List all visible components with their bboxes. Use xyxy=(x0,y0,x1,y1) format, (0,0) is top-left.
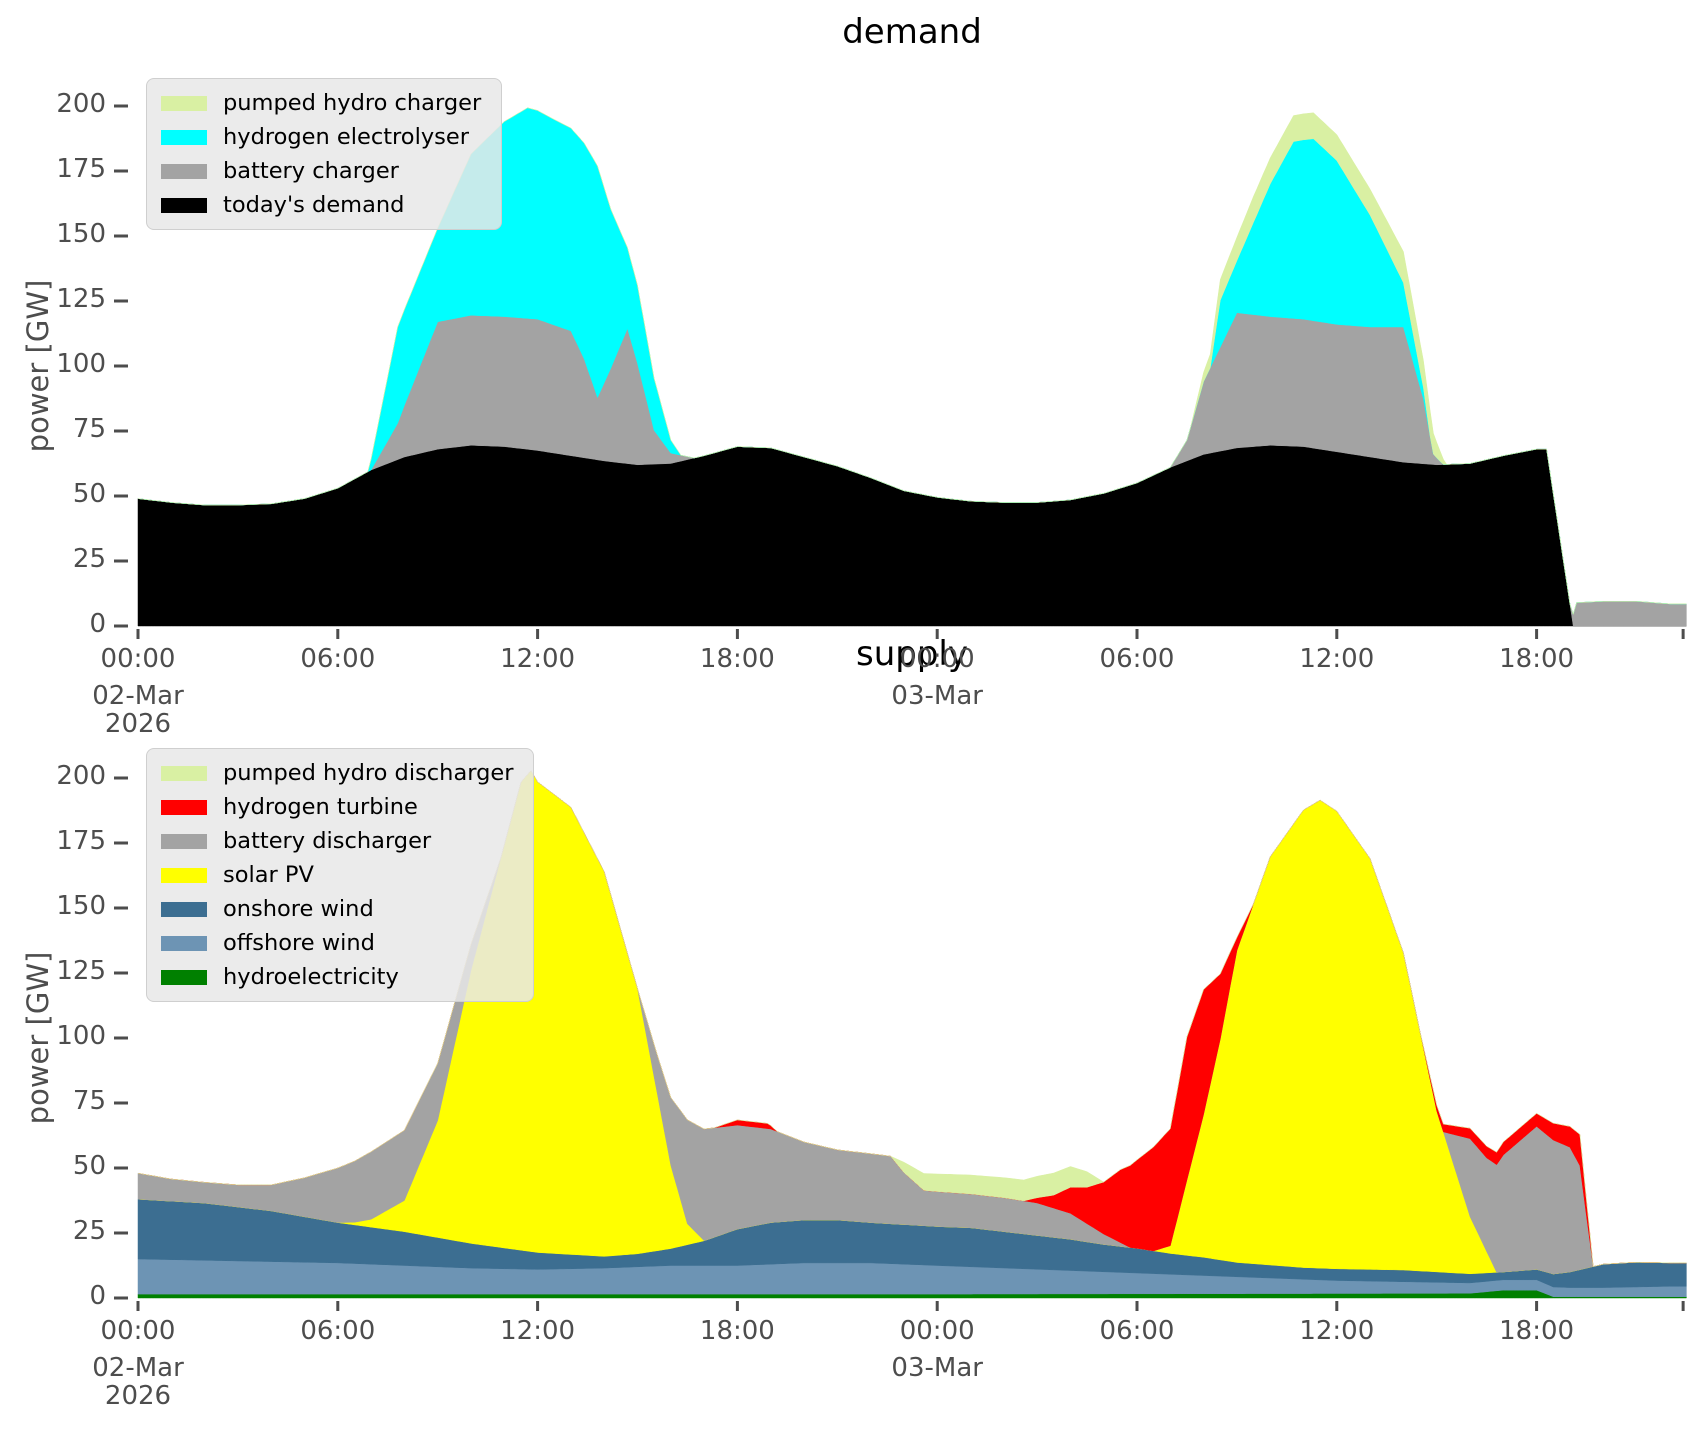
area-pumped-hydro-charger xyxy=(137,107,1687,616)
y-tick-label: 75 xyxy=(72,414,106,444)
legend-item: solar PV xyxy=(161,863,513,887)
pumped-hydro-discharger-swatch xyxy=(161,765,207,781)
legend-label: hydroelectricity xyxy=(223,964,399,990)
x-tick-date: 03-Mar xyxy=(891,681,983,711)
offshore-wind-swatch xyxy=(161,935,207,951)
x-tick-label: 12:00 xyxy=(500,644,576,674)
legend-label: battery discharger xyxy=(223,828,432,854)
y-tick-label: 125 xyxy=(56,956,106,986)
y-tick-label: 50 xyxy=(72,1151,106,1181)
y-tick-label: 175 xyxy=(56,826,106,856)
legend-item: onshore wind xyxy=(161,897,513,921)
battery-charger-swatch xyxy=(161,163,207,179)
y-tick-label: 25 xyxy=(72,1216,106,1246)
x-tick-label: 12:00 xyxy=(500,1316,576,1346)
x-tick-label: 00:00 xyxy=(100,644,176,674)
legend-label: offshore wind xyxy=(223,930,375,956)
legend-item: hydrogen electrolyser xyxy=(161,125,481,149)
legend-demand: pumped hydro charger hydrogen electrolyse… xyxy=(146,78,503,230)
legend-supply: pumped hydro discharger hydrogen turbine b… xyxy=(146,748,535,1002)
y-tick-label: 150 xyxy=(56,891,106,921)
x-tick-label: 06:00 xyxy=(300,1316,376,1346)
y-tick-label: 0 xyxy=(89,1281,106,1311)
legend-item: battery discharger xyxy=(161,829,513,853)
y-tick-label: 0 xyxy=(89,609,106,639)
legend-label: solar PV xyxy=(223,862,314,888)
onshore-wind-swatch xyxy=(161,901,207,917)
x-tick-date: 02-Mar xyxy=(92,1353,184,1383)
y-tick-label: 175 xyxy=(56,154,106,184)
x-tick-label: 18:00 xyxy=(699,644,775,674)
x-tick-date: 03-Mar xyxy=(891,1353,983,1383)
area-pumped-hydro-discharger xyxy=(137,770,1687,1267)
x-tick-label: 00:00 xyxy=(899,644,975,674)
x-tick-label: 00:00 xyxy=(899,1316,975,1346)
today-s-demand-swatch xyxy=(161,197,207,213)
battery-discharger-swatch xyxy=(161,833,207,849)
y-tick-label: 200 xyxy=(56,761,106,791)
x-tick-label: 06:00 xyxy=(1099,1316,1175,1346)
legend-item: offshore wind xyxy=(161,931,513,955)
y-tick-label: 100 xyxy=(56,1021,106,1051)
pumped-hydro-charger-swatch xyxy=(161,95,207,111)
x-tick-label: 12:00 xyxy=(1299,1316,1375,1346)
x-tick-year: 2026 xyxy=(104,1381,172,1411)
legend-item: pumped hydro charger xyxy=(161,91,481,115)
y-tick-label: 25 xyxy=(72,544,106,574)
legend-item: today's demand xyxy=(161,193,481,217)
y-tick-label: 100 xyxy=(56,349,106,379)
y-tick-label: 125 xyxy=(56,284,106,314)
x-tick-label: 06:00 xyxy=(300,644,376,674)
area-today-s-demand xyxy=(137,445,1687,627)
legend-item: hydroelectricity xyxy=(161,965,513,989)
y-tick-label: 50 xyxy=(72,479,106,509)
x-tick-label: 18:00 xyxy=(699,1316,775,1346)
y-tick-label: 200 xyxy=(56,89,106,119)
legend-label: pumped hydro charger xyxy=(223,90,482,116)
x-tick-label: 18:00 xyxy=(1499,1316,1575,1346)
chart-title-supply: supply xyxy=(856,634,968,674)
legend-label: battery charger xyxy=(223,158,399,184)
hydrogen-electrolyser-swatch xyxy=(161,129,207,145)
legend-item: pumped hydro discharger xyxy=(161,761,513,785)
legend-item: battery charger xyxy=(161,159,481,183)
chart-title-demand: demand xyxy=(842,12,982,52)
legend-label: today's demand xyxy=(223,192,405,218)
legend-label: onshore wind xyxy=(223,896,374,922)
x-tick-label: 18:00 xyxy=(1499,644,1575,674)
legend-label: hydrogen turbine xyxy=(223,794,418,820)
x-tick-label: 12:00 xyxy=(1299,644,1375,674)
y-tick-label: 150 xyxy=(56,219,106,249)
solar-pv-swatch xyxy=(161,867,207,883)
x-tick-label: 06:00 xyxy=(1099,644,1175,674)
hydrogen-turbine-swatch xyxy=(161,799,207,815)
y-tick-label: 75 xyxy=(72,1086,106,1116)
hydroelectricity-swatch xyxy=(161,969,207,985)
x-tick-label: 00:00 xyxy=(100,1316,176,1346)
legend-label: hydrogen electrolyser xyxy=(223,124,469,150)
legend-label: pumped hydro discharger xyxy=(223,760,514,786)
x-tick-date: 02-Mar xyxy=(92,681,184,711)
legend-item: hydrogen turbine xyxy=(161,795,513,819)
x-tick-year: 2026 xyxy=(104,709,172,739)
